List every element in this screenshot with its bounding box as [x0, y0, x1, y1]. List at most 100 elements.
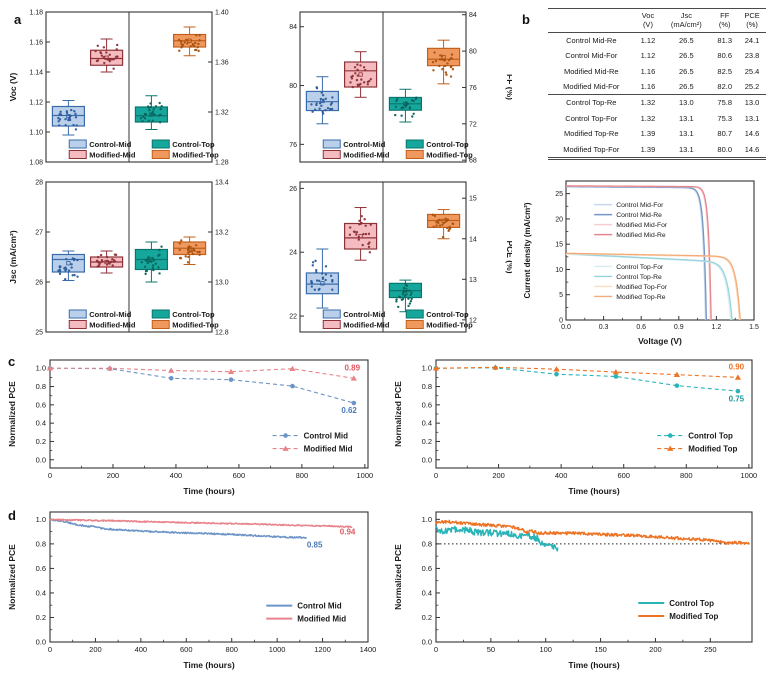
panel-label-b: b	[522, 12, 530, 27]
svg-text:80: 80	[289, 83, 297, 90]
svg-text:76: 76	[469, 85, 477, 92]
svg-text:Control Top-Re: Control Top-Re	[616, 274, 662, 281]
svg-text:1.28: 1.28	[215, 160, 229, 167]
svg-text:Voltage (V): Voltage (V)	[638, 336, 682, 346]
series-control-top	[435, 525, 559, 552]
svg-text:0.75: 0.75	[729, 395, 745, 404]
svg-text:Time (hours): Time (hours)	[183, 486, 234, 496]
box-legend: Control-Top Modified-Top	[405, 309, 473, 330]
line-legend: Control Mid Modified Mid	[272, 432, 353, 454]
svg-text:Modified Mid: Modified Mid	[304, 445, 353, 454]
line-legend: Control Top Modified Top	[638, 599, 719, 621]
svg-text:0.4: 0.4	[36, 419, 46, 428]
table-row: Modified Mid-For 1.16 26.5 82.0 25.2	[548, 78, 766, 96]
series-modified-top	[435, 519, 750, 545]
row-label: Control Top-For	[565, 113, 618, 123]
svg-text:Modified-Top: Modified-Top	[426, 321, 473, 330]
svg-text:0: 0	[434, 645, 438, 654]
svg-text:Jsc (mA/cm²): Jsc (mA/cm²)	[8, 230, 18, 284]
svg-text:0.8: 0.8	[36, 539, 46, 548]
svg-text:15: 15	[469, 196, 477, 203]
cell-value: 80.7	[717, 129, 733, 139]
svg-text:1.2: 1.2	[712, 324, 722, 331]
svg-text:26: 26	[35, 280, 43, 287]
svg-text:1.0: 1.0	[422, 515, 432, 524]
svg-text:0.90: 0.90	[729, 363, 745, 372]
cell-value: 13.0	[744, 98, 760, 108]
svg-text:25: 25	[555, 191, 563, 198]
cell-value: 80.0	[711, 141, 739, 160]
cell-value: 1.32	[640, 98, 656, 108]
cell-value: 13.1	[679, 129, 694, 139]
svg-text:0.6: 0.6	[36, 564, 46, 573]
svg-text:1.0: 1.0	[422, 364, 432, 373]
svg-text:200: 200	[89, 645, 102, 654]
cell-value: 13.1	[679, 113, 694, 123]
svg-text:1.10: 1.10	[29, 130, 43, 137]
svg-text:0.4: 0.4	[422, 419, 432, 428]
svg-text:Modified-Mid: Modified-Mid	[343, 151, 390, 160]
row-label: Modified Top-For	[548, 141, 635, 160]
svg-text:68: 68	[469, 158, 477, 165]
cell-value: 26.5	[679, 35, 694, 45]
svg-text:80: 80	[469, 49, 477, 56]
series-control-mid	[49, 518, 307, 539]
jv-curve	[565, 252, 741, 321]
cell-value: 26.5	[679, 51, 694, 61]
svg-text:0.0: 0.0	[36, 455, 46, 464]
svg-text:0.0: 0.0	[561, 324, 571, 331]
jsc-box-chart: 25 26 27 28 12.8 13.0 13.2 13.4 Jsc (mA/cm²) Cont…	[6, 176, 258, 349]
svg-text:5: 5	[559, 292, 563, 299]
box-legend: Control-Mid Modified-Mid	[322, 309, 390, 330]
table-row: Modified Mid-Re 1.16 26.5 82.5 25.4	[548, 64, 766, 79]
svg-text:0.2: 0.2	[36, 437, 46, 446]
svg-text:1000: 1000	[357, 471, 374, 480]
svg-text:1.0: 1.0	[36, 364, 46, 373]
svg-text:Control Top: Control Top	[669, 599, 714, 608]
table-column-header: Jsc (mA/cm²)	[661, 8, 712, 33]
svg-text:Control Top-For: Control Top-For	[616, 264, 664, 271]
box-modified_top	[172, 236, 207, 265]
svg-text:400: 400	[170, 471, 183, 480]
svg-text:Modified-Top: Modified-Top	[426, 151, 473, 160]
svg-text:84: 84	[469, 12, 477, 19]
device-parameters-table: Voc (V) Jsc (mA/cm²) FF (%) PCE (%) Control Mid-…	[548, 8, 766, 160]
svg-text:400: 400	[135, 645, 148, 654]
svg-text:0.8: 0.8	[36, 382, 46, 391]
svg-text:0.0: 0.0	[422, 455, 432, 464]
svg-text:Modified Top: Modified Top	[688, 445, 737, 454]
series-modified-top	[432, 364, 742, 380]
svg-text:1.5: 1.5	[749, 324, 759, 331]
box-modified_mid	[89, 38, 124, 73]
box-control_top	[388, 279, 423, 313]
cell-value: 1.12	[640, 51, 656, 61]
svg-text:0.2: 0.2	[36, 613, 46, 622]
box-control_top	[134, 241, 169, 283]
svg-text:0: 0	[48, 471, 52, 480]
cell-value: 13.1	[661, 141, 712, 160]
svg-text:1400: 1400	[360, 645, 377, 654]
row-label: Modified Mid-For	[548, 78, 635, 96]
svg-text:0.0: 0.0	[422, 638, 432, 647]
svg-text:0.2: 0.2	[422, 613, 432, 622]
ff-box-chart: 76 80 84 68 72 76 80 84 FF (%) Control-Mid Modifie…	[260, 6, 515, 179]
svg-text:Modified Top: Modified Top	[669, 612, 718, 621]
svg-text:13.0: 13.0	[215, 280, 229, 287]
cell-value: 75.3	[717, 113, 733, 123]
svg-text:0: 0	[434, 471, 438, 480]
svg-text:600: 600	[180, 645, 193, 654]
svg-text:10: 10	[555, 267, 563, 274]
box-modified_top	[172, 26, 207, 57]
cell-value: 1.16	[634, 78, 662, 96]
box-modified_mid	[343, 51, 378, 98]
svg-text:0.9: 0.9	[674, 324, 684, 331]
svg-text:Control-Mid: Control-Mid	[89, 310, 131, 319]
svg-text:28: 28	[35, 180, 43, 187]
svg-text:Control-Top: Control-Top	[426, 140, 469, 149]
svg-text:800: 800	[225, 645, 238, 654]
box-legend: Control-Mid Modified-Mid	[68, 139, 136, 160]
cell-value: 1.32	[640, 113, 656, 123]
svg-text:1.0: 1.0	[36, 515, 46, 524]
line-legend: Control Top Modified Top	[657, 432, 737, 454]
svg-text:50: 50	[487, 645, 495, 654]
